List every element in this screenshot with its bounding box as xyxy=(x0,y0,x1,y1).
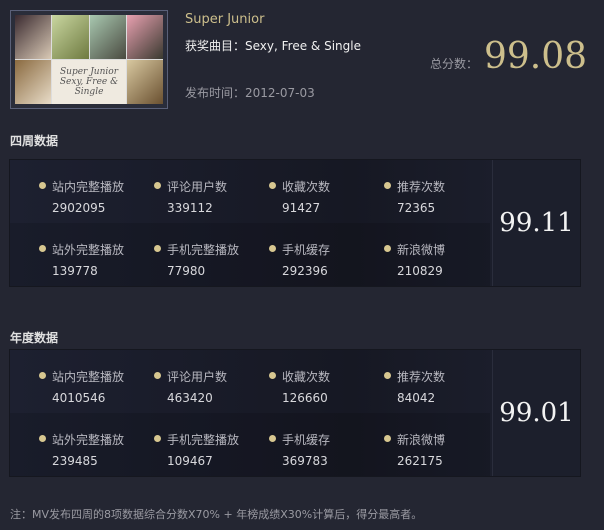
cover-lettering: Super Junior Sexy, Free & Single xyxy=(52,60,126,104)
stat-value: 77980 xyxy=(167,264,206,278)
stat-value: 84042 xyxy=(397,391,436,405)
stat-label: 推荐次数 xyxy=(383,178,493,195)
stat-label: 新浪微博 xyxy=(383,241,493,258)
stat-value: 239485 xyxy=(52,454,98,468)
stat-item: 收藏次数 91427 xyxy=(268,178,378,215)
total-score: 99.08 xyxy=(484,36,588,77)
stat-label: 手机缓存 xyxy=(268,241,378,258)
stat-value: 72365 xyxy=(397,201,436,215)
stat-item: 评论用户数 339112 xyxy=(153,178,263,215)
stat-item: 站内完整播放 4010546 xyxy=(38,368,148,405)
stat-value: 339112 xyxy=(167,201,213,215)
stat-item: 新浪微博 210829 xyxy=(383,241,493,278)
total-score-label: 总分数： xyxy=(430,57,479,71)
album-cover[interactable]: Super Junior Sexy, Free & Single xyxy=(10,10,168,109)
stat-item: 手机缓存 292396 xyxy=(268,241,378,278)
stat-item: 手机完整播放 109467 xyxy=(153,431,263,468)
stat-value: 2902095 xyxy=(52,201,106,215)
stat-item: 推荐次数 84042 xyxy=(383,368,493,405)
stat-label: 收藏次数 xyxy=(268,178,378,195)
four-weeks-panel: 站内完整播放 2902095 评论用户数 339112 收藏次数 91427 推荐次数 723… xyxy=(9,159,581,287)
stat-label: 推荐次数 xyxy=(383,368,493,385)
stat-item: 手机完整播放 77980 xyxy=(153,241,263,278)
stats-row: 站内完整播放 2902095 评论用户数 339112 收藏次数 91427 推荐次数 723… xyxy=(10,160,490,223)
stat-item: 新浪微博 262175 xyxy=(383,431,493,468)
stat-item: 评论用户数 463420 xyxy=(153,368,263,405)
yearly-panel: 站内完整播放 4010546 评论用户数 463420 收藏次数 126660 推荐次数 84… xyxy=(9,349,581,477)
stat-item: 推荐次数 72365 xyxy=(383,178,493,215)
stats-row: 站内完整播放 4010546 评论用户数 463420 收藏次数 126660 推荐次数 84… xyxy=(10,350,490,413)
album-cover-image: Super Junior Sexy, Free & Single xyxy=(15,15,163,104)
four-weeks-title: 四周数据 xyxy=(10,134,59,148)
stat-item: 站外完整播放 239485 xyxy=(38,431,148,468)
stat-label: 手机完整播放 xyxy=(153,431,263,448)
section-score: 99.01 xyxy=(492,350,580,476)
stat-label: 手机完整播放 xyxy=(153,241,263,258)
stat-value: 91427 xyxy=(282,201,321,215)
stat-label: 站内完整播放 xyxy=(38,178,148,195)
release-date: 发布时间：2012-07-03 xyxy=(185,86,315,100)
stat-label: 评论用户数 xyxy=(153,178,263,195)
stat-value: 369783 xyxy=(282,454,328,468)
stat-item: 收藏次数 126660 xyxy=(268,368,378,405)
stat-label: 手机缓存 xyxy=(268,431,378,448)
stat-label: 站外完整播放 xyxy=(38,241,148,258)
stat-value: 139778 xyxy=(52,264,98,278)
stat-value: 109467 xyxy=(167,454,213,468)
stat-label: 收藏次数 xyxy=(268,368,378,385)
stat-value: 463420 xyxy=(167,391,213,405)
stat-value: 262175 xyxy=(397,454,443,468)
stats-row: 站外完整播放 139778 手机完整播放 77980 手机缓存 292396 新浪微博 210… xyxy=(10,223,490,286)
yearly-title: 年度数据 xyxy=(10,331,59,345)
stat-item: 站内完整播放 2902095 xyxy=(38,178,148,215)
stat-label: 评论用户数 xyxy=(153,368,263,385)
stat-value: 292396 xyxy=(282,264,328,278)
stat-item: 手机缓存 369783 xyxy=(268,431,378,468)
stat-value: 4010546 xyxy=(52,391,106,405)
stat-label: 站外完整播放 xyxy=(38,431,148,448)
footnote: 注：MV发布四周的8项数据综合分数X70% + 年榜成绩X30%计算后，得分最高… xyxy=(10,508,423,521)
stat-value: 210829 xyxy=(397,264,443,278)
stat-item: 站外完整播放 139778 xyxy=(38,241,148,278)
award-song: 获奖曲目：Sexy, Free & Single xyxy=(185,39,361,53)
stat-label: 新浪微博 xyxy=(383,431,493,448)
section-score: 99.11 xyxy=(492,160,580,286)
stats-row: 站外完整播放 239485 手机完整播放 109467 手机缓存 369783 新浪微博 26… xyxy=(10,413,490,476)
stat-value: 126660 xyxy=(282,391,328,405)
stat-label: 站内完整播放 xyxy=(38,368,148,385)
artist-name[interactable]: Super Junior xyxy=(185,12,265,27)
